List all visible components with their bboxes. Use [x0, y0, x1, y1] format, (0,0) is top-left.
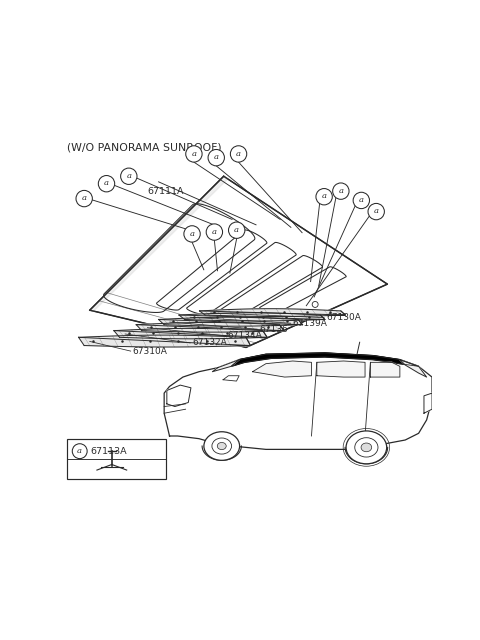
- Polygon shape: [252, 361, 312, 377]
- Polygon shape: [164, 353, 432, 449]
- Text: a: a: [359, 196, 364, 204]
- Text: a: a: [234, 226, 239, 234]
- Circle shape: [206, 224, 223, 240]
- Polygon shape: [179, 313, 325, 321]
- Polygon shape: [79, 335, 251, 347]
- Circle shape: [98, 175, 115, 192]
- Text: a: a: [82, 194, 87, 202]
- Circle shape: [184, 226, 200, 242]
- Polygon shape: [114, 328, 267, 339]
- Polygon shape: [424, 393, 432, 413]
- Text: 67136: 67136: [259, 324, 288, 333]
- Text: a: a: [374, 207, 379, 215]
- Circle shape: [230, 146, 247, 162]
- Circle shape: [186, 146, 202, 162]
- Text: 67130A: 67130A: [326, 313, 361, 322]
- Circle shape: [120, 168, 137, 184]
- Text: a: a: [190, 230, 194, 237]
- Text: a: a: [126, 172, 132, 180]
- Text: a: a: [236, 150, 241, 157]
- Text: a: a: [322, 193, 326, 200]
- Text: 67139A: 67139A: [292, 319, 327, 328]
- Ellipse shape: [361, 443, 372, 452]
- Circle shape: [208, 150, 225, 166]
- Text: a: a: [104, 179, 109, 188]
- Polygon shape: [90, 176, 228, 311]
- Polygon shape: [167, 385, 191, 406]
- Ellipse shape: [217, 442, 226, 450]
- Circle shape: [228, 222, 245, 238]
- Polygon shape: [400, 360, 427, 377]
- Polygon shape: [223, 376, 239, 381]
- Text: 67113A: 67113A: [91, 447, 127, 456]
- Polygon shape: [231, 353, 419, 366]
- Text: 67111A: 67111A: [147, 187, 184, 196]
- Polygon shape: [158, 317, 302, 326]
- Polygon shape: [200, 308, 345, 317]
- Text: a: a: [77, 447, 82, 455]
- Text: a: a: [192, 150, 196, 157]
- Text: (W/O PANORAMA SUNROOF): (W/O PANORAMA SUNROOF): [67, 143, 222, 153]
- Polygon shape: [136, 323, 284, 332]
- Text: 67134A: 67134A: [228, 332, 262, 340]
- Ellipse shape: [346, 431, 387, 464]
- Circle shape: [316, 189, 332, 205]
- Text: 67310A: 67310A: [132, 347, 168, 356]
- Text: 67132A: 67132A: [192, 339, 227, 348]
- Text: a: a: [212, 228, 217, 236]
- Circle shape: [76, 190, 92, 207]
- Polygon shape: [212, 360, 239, 372]
- Text: a: a: [338, 187, 343, 195]
- Circle shape: [72, 444, 87, 459]
- Text: a: a: [214, 154, 219, 161]
- Polygon shape: [317, 361, 365, 377]
- Polygon shape: [371, 362, 400, 377]
- Circle shape: [368, 204, 384, 220]
- Circle shape: [353, 192, 370, 209]
- Ellipse shape: [204, 432, 240, 460]
- Circle shape: [333, 183, 349, 199]
